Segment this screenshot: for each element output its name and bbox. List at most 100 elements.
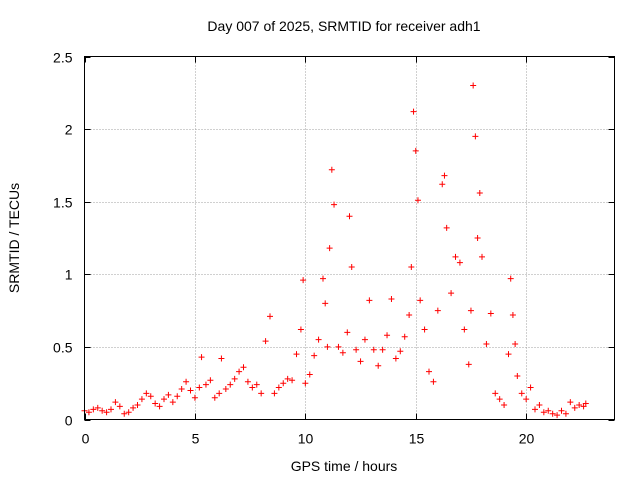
data-point	[90, 406, 97, 413]
data-point	[540, 409, 547, 416]
data-point	[397, 348, 404, 355]
data-point	[532, 406, 538, 413]
data-point	[452, 253, 459, 260]
data-point	[392, 355, 399, 362]
data-point	[328, 166, 335, 173]
data-point	[558, 407, 565, 414]
y-tick-label: 2	[65, 122, 73, 138]
data-point	[191, 394, 198, 401]
data-point	[414, 197, 421, 204]
x-tick-label: 0	[82, 431, 90, 447]
x-tick-label: 20	[519, 431, 535, 447]
data-point	[370, 346, 377, 353]
data-point	[103, 409, 110, 416]
data-point	[434, 307, 441, 314]
data-point	[571, 404, 578, 411]
data-point	[582, 400, 589, 407]
data-point	[165, 391, 172, 398]
data-point	[267, 313, 273, 320]
data-point	[456, 259, 463, 266]
data-point	[505, 351, 512, 358]
x-tick-label: 15	[409, 431, 425, 447]
data-point	[487, 310, 494, 317]
data-point	[280, 380, 287, 387]
data-point	[138, 396, 145, 403]
data-point	[161, 396, 167, 403]
data-point	[353, 346, 360, 353]
data-point	[514, 372, 521, 379]
data-point	[501, 401, 508, 408]
y-tick-label: 1.5	[53, 195, 73, 211]
data-point	[465, 361, 472, 368]
data-point	[467, 307, 474, 314]
data-point	[156, 403, 163, 410]
data-point	[443, 224, 450, 231]
data-point	[196, 384, 203, 391]
data-point	[222, 386, 229, 393]
data-point	[441, 172, 448, 179]
data-point	[523, 396, 530, 403]
data-point	[130, 404, 137, 411]
x-tick-label: 5	[192, 431, 200, 447]
data-point	[271, 390, 278, 397]
data-point	[227, 381, 234, 388]
data-point	[509, 311, 516, 318]
data-point	[470, 82, 477, 89]
data-point	[121, 410, 128, 417]
data-point	[324, 343, 331, 350]
data-point	[306, 371, 313, 378]
data-point	[439, 181, 446, 188]
data-point	[262, 338, 269, 345]
data-point	[401, 333, 408, 340]
data-point	[202, 381, 209, 388]
data-point	[315, 336, 322, 343]
data-point	[216, 390, 223, 397]
y-tick-label: 0.5	[53, 340, 73, 356]
data-point	[346, 213, 353, 220]
data-point	[311, 352, 318, 359]
data-point	[198, 354, 205, 361]
data-point	[518, 390, 525, 397]
data-point	[357, 358, 364, 365]
data-point	[461, 326, 468, 333]
data-point	[240, 364, 247, 371]
data-point	[379, 346, 386, 353]
data-point	[300, 277, 307, 284]
data-point	[244, 378, 251, 385]
data-point	[554, 412, 561, 419]
data-point	[412, 147, 419, 154]
data-point	[293, 351, 300, 358]
grid-lines	[84, 56, 615, 420]
data-point	[417, 297, 424, 304]
data-point	[320, 275, 326, 282]
data-point	[218, 355, 225, 362]
data-point	[116, 403, 123, 410]
data-point	[410, 108, 417, 115]
data-point	[549, 410, 556, 417]
data-point	[545, 407, 552, 414]
data-point	[289, 377, 296, 384]
data-point	[187, 387, 194, 394]
data-point	[302, 380, 309, 387]
plot-area	[84, 56, 615, 420]
data-point	[94, 404, 101, 411]
y-tick-label: 1	[65, 267, 73, 283]
data-point	[344, 329, 351, 336]
data-point	[231, 375, 238, 382]
data-point	[512, 340, 519, 347]
data-point	[406, 311, 413, 318]
data-point	[297, 326, 304, 333]
data-point	[211, 394, 218, 401]
data-point	[536, 401, 543, 408]
tick-marks	[84, 56, 615, 421]
y-axis-title: SRMTID / TECUs	[6, 183, 22, 293]
data-point	[258, 390, 265, 397]
data-point	[348, 264, 355, 271]
y-tick-labels: 0 0.5 1 1.5 2 2.5	[53, 50, 73, 429]
data-point	[207, 377, 214, 384]
data-point	[430, 378, 437, 385]
data-point	[388, 295, 395, 302]
chart-title: Day 007 of 2025, SRMTID for receiver adh…	[207, 18, 480, 34]
data-point	[421, 326, 428, 333]
